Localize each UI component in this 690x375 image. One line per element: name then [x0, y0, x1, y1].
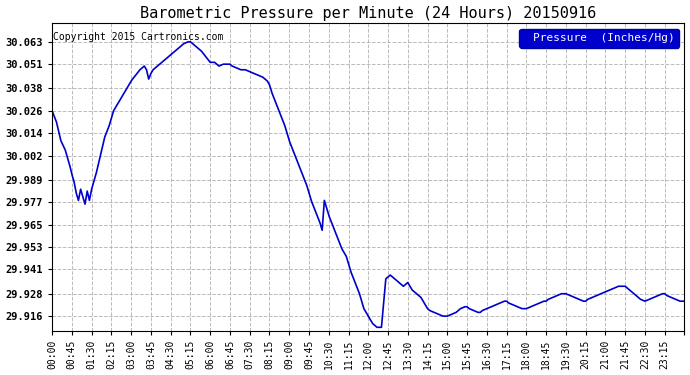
Title: Barometric Pressure per Minute (24 Hours) 20150916: Barometric Pressure per Minute (24 Hours…: [140, 6, 596, 21]
Legend: Pressure  (Inches/Hg): Pressure (Inches/Hg): [520, 28, 679, 48]
Text: Copyright 2015 Cartronics.com: Copyright 2015 Cartronics.com: [53, 32, 224, 42]
